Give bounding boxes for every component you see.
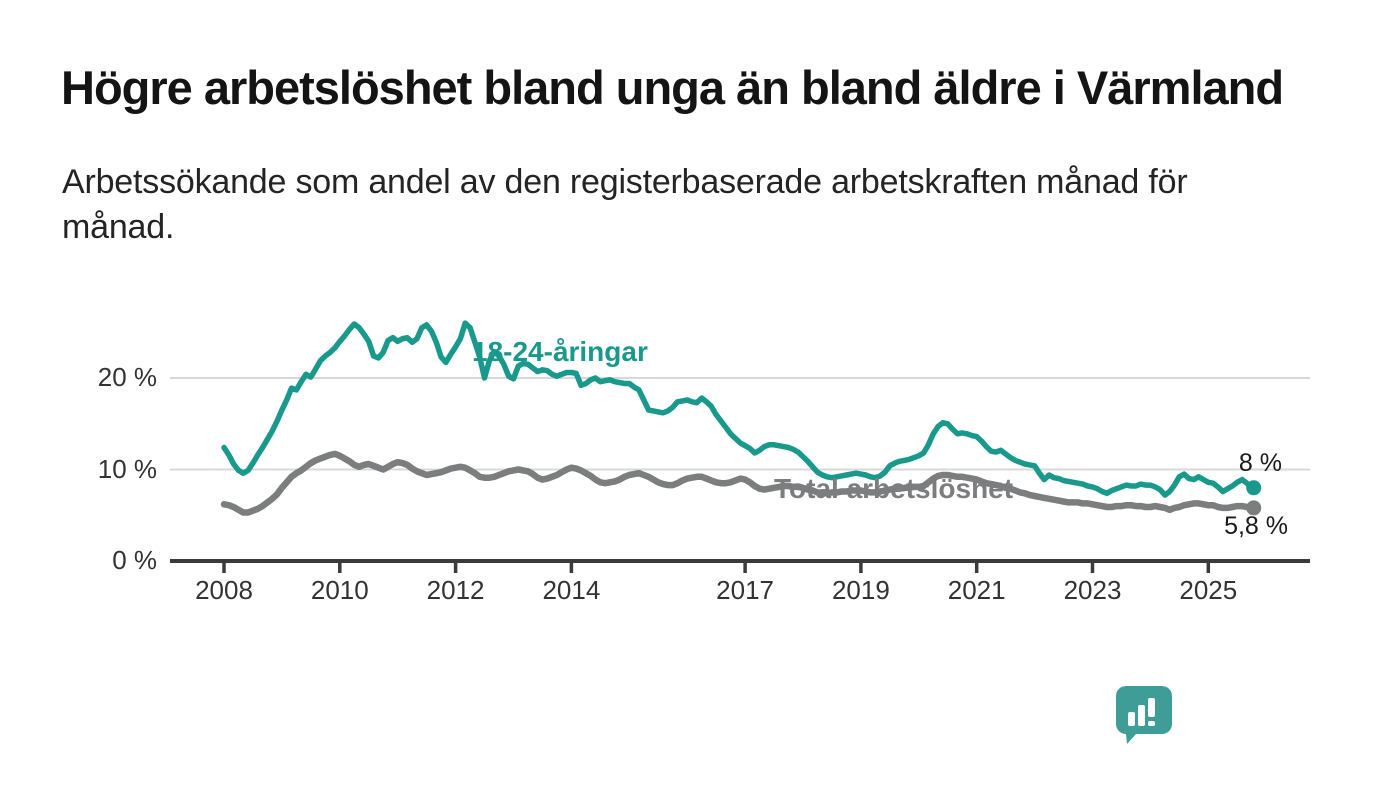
- y-axis-label: 0 %: [112, 545, 157, 575]
- newsworthy-logo: Newsworthy: [1110, 682, 1350, 744]
- x-axis-label: 2023: [1063, 575, 1122, 605]
- x-axis-label: 2010: [310, 575, 369, 605]
- series-label-youth: 18-24-åringar: [472, 336, 648, 367]
- x-axis-label: 2008: [195, 575, 253, 605]
- chart-title: Högre arbetslöshet bland unga än bland ä…: [61, 61, 1284, 114]
- chart-subtitle: Arbetssökande som andel av den registerb…: [62, 163, 1188, 246]
- series-end-value-total: 5,8 %: [1224, 512, 1288, 540]
- x-axis-label: 2017: [716, 575, 775, 605]
- x-axis-label: 2019: [831, 575, 890, 605]
- speech-bubble-bar-chart-icon: [1116, 686, 1172, 744]
- x-axis-label: 2025: [1179, 575, 1238, 605]
- series-end-dot-total: [1246, 500, 1262, 516]
- series-end-dot-youth: [1246, 480, 1262, 496]
- x-axis-label: 2021: [947, 575, 1006, 605]
- x-axis-label: 2014: [542, 575, 601, 605]
- y-axis-label: 10 %: [97, 453, 157, 484]
- series-line-youth: [221, 320, 1255, 498]
- series-label-total: Total arbetslöshet: [774, 473, 1014, 504]
- x-axis-label: 2012: [426, 575, 485, 605]
- series-line-total: [220, 450, 1255, 516]
- series-end-value-youth: 8 %: [1238, 449, 1282, 477]
- y-axis-label: 20 %: [97, 362, 157, 392]
